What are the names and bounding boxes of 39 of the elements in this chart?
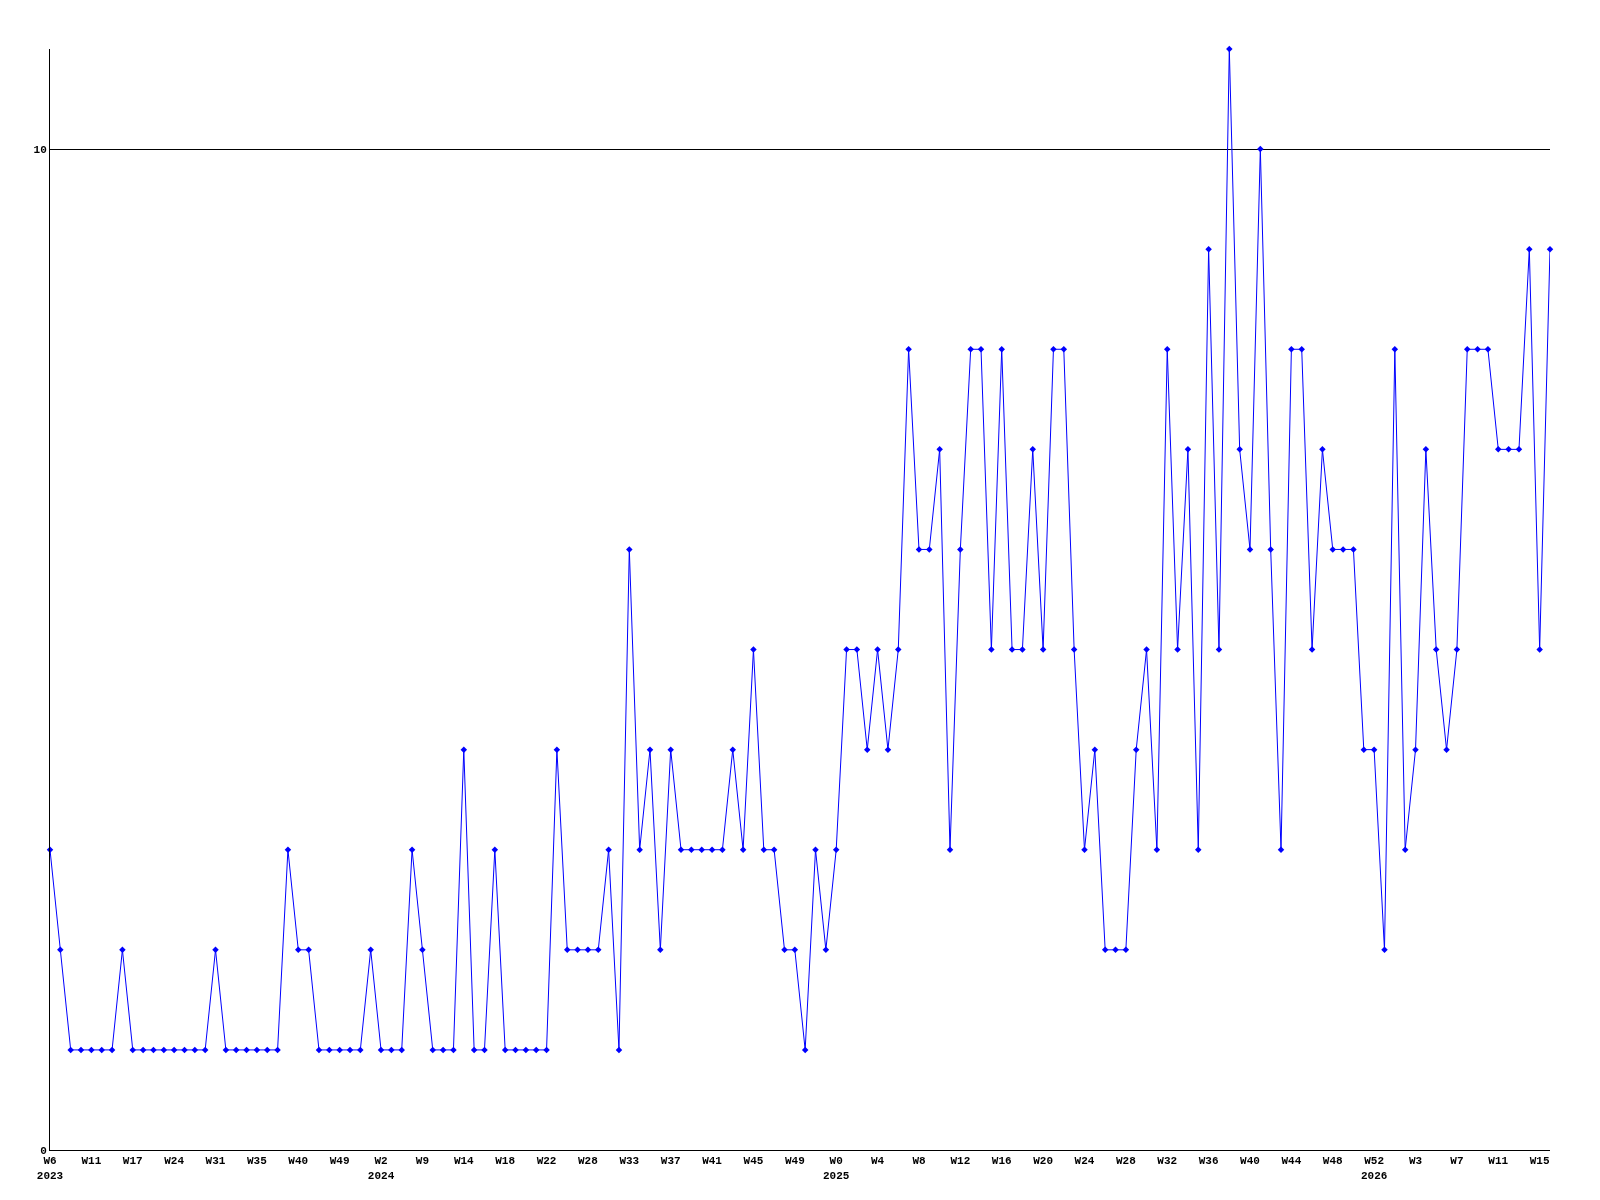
x-tick-label: W32 <box>1157 1155 1178 1168</box>
x-tick-label: W40 <box>288 1155 309 1168</box>
y-tick-label: 0 <box>40 1144 47 1157</box>
x-tick-label: W12 <box>950 1155 971 1168</box>
x-tick-label: W9 <box>415 1155 430 1168</box>
x-tick-label: W49 <box>784 1155 805 1168</box>
x-tick-label: W48 <box>1322 1155 1344 1168</box>
x-tick-label: W15 <box>1529 1155 1550 1168</box>
x-tick-label: W24 <box>164 1155 185 1168</box>
x-tick-label: W7 <box>1450 1155 1464 1168</box>
x-tick-label: W3 <box>1408 1155 1423 1168</box>
x-tick-label: W31 <box>205 1155 226 1168</box>
x-tick-label: W49 <box>329 1155 350 1168</box>
x-tick-label: W0 2025 <box>823 1155 850 1182</box>
x-tick-label: W45 <box>743 1155 764 1168</box>
x-tick-label: W16 <box>991 1155 1012 1168</box>
x-tick-label: W8 <box>912 1155 926 1168</box>
x-tick-label: W14 <box>453 1155 475 1168</box>
x-tick-label: W20 <box>1033 1155 1054 1168</box>
x-tick-label: W36 <box>1198 1155 1219 1168</box>
x-tick-label: W52 2026 <box>1360 1155 1388 1182</box>
x-tick-label: W28 <box>1115 1155 1137 1168</box>
x-tick-label: W11 <box>81 1155 102 1168</box>
x-tick-label: W40 <box>1240 1155 1260 1168</box>
x-tick-label: W18 <box>495 1155 516 1168</box>
x-tick-label: W11 <box>1488 1155 1509 1168</box>
x-tick-label: W24 <box>1074 1155 1095 1168</box>
x-tick-label: W44 <box>1281 1155 1302 1168</box>
x-tick-label: W6 2023 <box>36 1155 64 1182</box>
x-tick-label: W35 <box>246 1155 268 1168</box>
x-tick-label: W28 <box>578 1155 599 1168</box>
x-tick-label: W4 <box>870 1155 885 1168</box>
x-tick-label: W22 <box>536 1155 557 1168</box>
x-tick-label: W33 <box>619 1155 640 1168</box>
x-tick-label: W37 <box>660 1155 681 1168</box>
x-tick-label: W2 2024 <box>367 1155 395 1182</box>
y-tick-label: 10 <box>33 143 47 156</box>
x-tick-label: W17 <box>122 1155 143 1168</box>
x-tick-label: W41 <box>702 1155 723 1168</box>
